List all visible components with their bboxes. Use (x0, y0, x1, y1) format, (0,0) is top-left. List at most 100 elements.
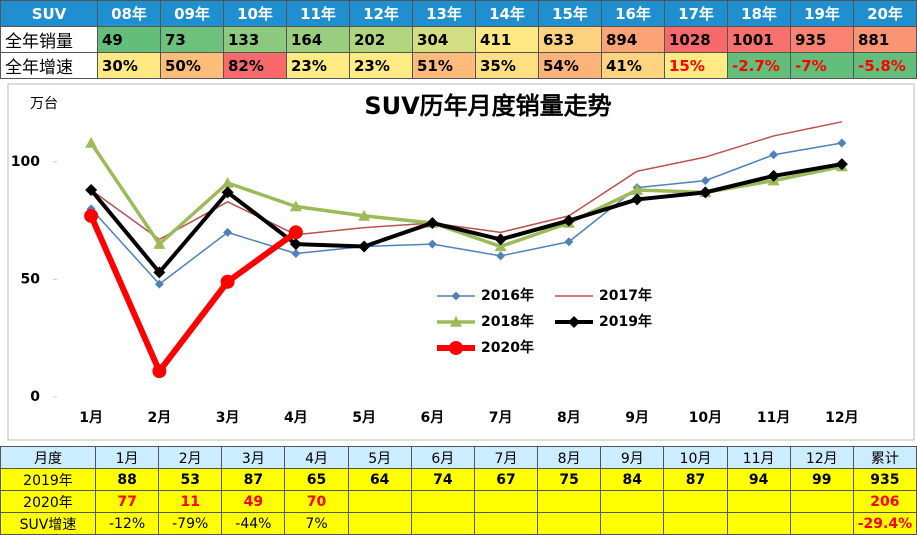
x-tick-label: 10月 (689, 410, 722, 426)
bottom-table: 月度 1月 2月 3月 4月 5月 6月 7月 8月 9月 10月 11月 12月 累计 2019年 88 53… (0, 446, 917, 535)
data-point (494, 240, 507, 252)
data-point (84, 208, 99, 223)
table-cell: 84 (601, 469, 665, 491)
table-cell (474, 491, 539, 513)
table-cell (348, 491, 412, 513)
x-tick-label: 3月 (216, 410, 240, 426)
table-cell: 202 (350, 27, 413, 53)
table-cell: -29.4% (853, 513, 917, 535)
table-cell: 11 (159, 491, 223, 513)
table-cell: 894 (602, 27, 665, 53)
data-point (426, 216, 439, 229)
table-cell: 67 (474, 469, 539, 491)
header-cell: 13年 (413, 1, 476, 27)
data-point (837, 138, 847, 148)
data-point (85, 136, 98, 148)
table-cell: -5.8% (854, 53, 917, 79)
y-tick-label: 0 (30, 389, 40, 405)
table-cell: -44% (222, 513, 286, 535)
table-cell: 15% (665, 53, 728, 79)
header-cell: 3月 (222, 447, 286, 469)
table-cell: 881 (854, 27, 917, 53)
header-cell: 19年 (791, 1, 854, 27)
header-cell: 20年 (854, 1, 917, 27)
x-tick-label: 7月 (489, 410, 513, 426)
header-cell: 10月 (664, 447, 728, 469)
row-label: 2020年 (1, 491, 96, 513)
table-cell: 935 (791, 27, 854, 53)
header-cell: 12年 (350, 1, 413, 27)
table-cell: 65 (285, 469, 349, 491)
legend-label: 2018年 (481, 313, 534, 330)
table-cell: -12% (96, 513, 160, 535)
table-cell (790, 491, 854, 513)
data-point (699, 186, 712, 199)
data-point (427, 239, 437, 249)
header-cell: 11年 (287, 1, 350, 27)
header-cell: 10年 (224, 1, 287, 27)
table-cell: 51% (413, 53, 476, 79)
x-tick-label: 8月 (557, 410, 581, 426)
table-cell: 7% (285, 513, 349, 535)
table-cell (664, 513, 728, 535)
table-cell: 87 (222, 469, 286, 491)
table-cell: 54% (539, 53, 602, 79)
table-cell: 50% (161, 53, 224, 79)
data-point (358, 209, 371, 221)
table-cell: -79% (159, 513, 223, 535)
data-point (835, 158, 848, 171)
data-point (153, 266, 166, 279)
data-point (221, 176, 234, 188)
header-cell: 8月 (538, 447, 602, 469)
header-cell: 2月 (159, 447, 223, 469)
data-point (154, 279, 164, 289)
table-cell (474, 513, 539, 535)
table-cell: 133 (224, 27, 287, 53)
table-cell: 73 (161, 27, 224, 53)
header-cell: 18年 (728, 1, 791, 27)
series-line (89, 162, 843, 275)
table-cell: 64 (348, 469, 412, 491)
table-cell: 70 (285, 491, 349, 513)
data-point (496, 251, 506, 261)
top-table: SUV 08年 09年 10年 11年 12年 13年 14年 15年 16年 17年 18年 19年 2… (0, 0, 917, 79)
header-cell: 累计 (853, 447, 917, 469)
table-cell: 935 (853, 469, 917, 491)
header-cell: 11月 (727, 447, 791, 469)
x-tick-label: 9月 (625, 410, 649, 426)
x-tick-label: 4月 (284, 410, 308, 426)
row-label: 2019年 (1, 469, 96, 491)
legend-marker (449, 341, 463, 355)
legend-label: 2016年 (481, 287, 534, 304)
chart: SUV历年月度销量走势 万台 0 50 100 1月 2月 3月 4月 5月 6月 7月 8月 9月 1… (7, 83, 915, 441)
table-cell (727, 513, 791, 535)
header-cell: 15年 (539, 1, 602, 27)
table-cell: 75 (538, 469, 602, 491)
data-point (358, 240, 371, 253)
data-point (85, 184, 98, 197)
table-cell: 88 (96, 469, 160, 491)
table-cell: 633 (539, 27, 602, 53)
chart-frame (7, 83, 915, 441)
table-cell (790, 513, 854, 535)
row-label: 全年销量 (1, 27, 98, 53)
series-line (88, 214, 298, 375)
data-point (221, 186, 234, 199)
data-point (767, 169, 780, 182)
table-cell: 23% (350, 53, 413, 79)
table-cell: 49 (222, 491, 286, 513)
y-tick-label: 50 (21, 271, 41, 287)
table-cell: 1028 (665, 27, 728, 53)
table-cell: 94 (727, 469, 791, 491)
legend-marker (451, 291, 461, 301)
table-cell: 74 (411, 469, 475, 491)
table-cell (411, 513, 475, 535)
table-cell: 53 (159, 469, 223, 491)
table-cell: -7% (791, 53, 854, 79)
header-cell: 09年 (161, 1, 224, 27)
data-point (631, 193, 644, 206)
header-cell: 6月 (411, 447, 475, 469)
table-cell: 304 (413, 27, 476, 53)
legend-label: 2019年 (599, 313, 652, 330)
data-point (564, 237, 574, 247)
